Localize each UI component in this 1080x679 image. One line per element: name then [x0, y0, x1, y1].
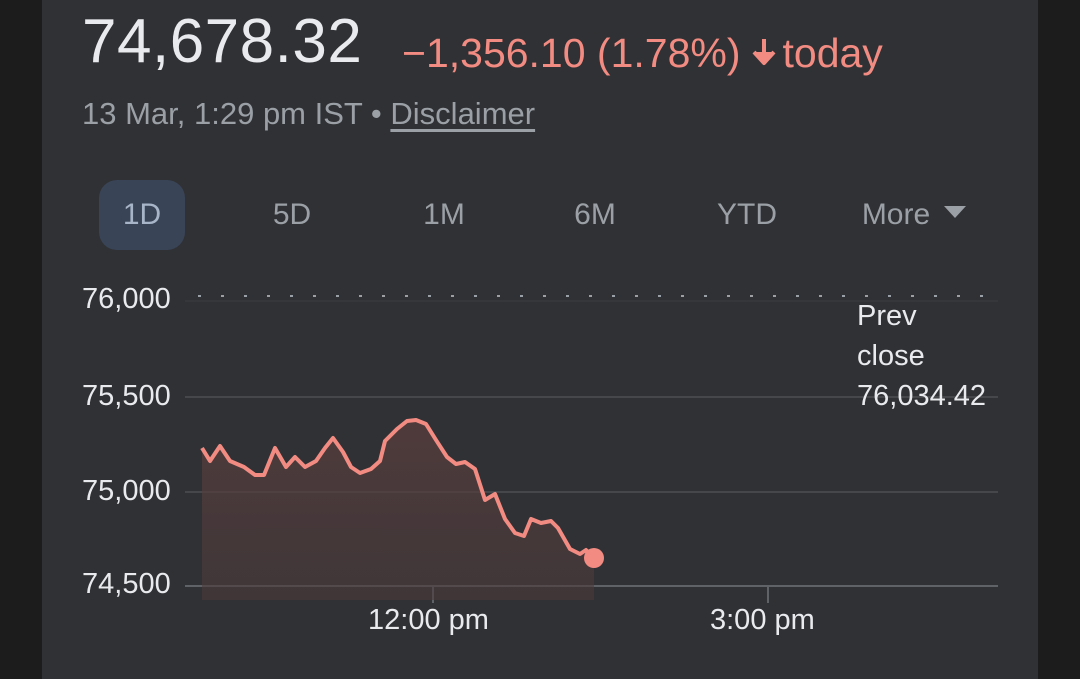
y-label-76000: 76,000: [82, 283, 171, 315]
tab-1d[interactable]: 1D: [99, 180, 185, 250]
tab-1m[interactable]: 1M: [423, 198, 465, 231]
separator: •: [370, 96, 382, 131]
arrow-down-icon: [751, 30, 777, 77]
quote-meta: 13 Mar, 1:29 pm IST • Disclaimer: [82, 96, 535, 132]
price-chart[interactable]: [42, 0, 1038, 679]
tab-more[interactable]: More: [844, 180, 984, 250]
dropdown-triangle-icon: [944, 206, 967, 219]
timestamp: 13 Mar, 1:29 pm IST: [82, 96, 363, 131]
period-label: today: [782, 30, 883, 76]
tab-6m[interactable]: 6M: [574, 198, 616, 231]
price-line: [200, 418, 596, 560]
y-label-74500: 74,500: [82, 568, 171, 600]
stock-quote-panel: 74,678.32 −1,356.10 (1.78%) today 13 Mar…: [42, 0, 1038, 679]
prev-close-line1: Prev: [857, 300, 917, 332]
tab-ytd[interactable]: YTD: [717, 198, 777, 231]
x-label-3pm: 3:00 pm: [710, 604, 815, 636]
y-label-75500: 75,500: [82, 380, 171, 412]
range-tabs: 1D 5D 1M 6M YTD More: [99, 180, 999, 250]
tab-more-label: More: [861, 198, 931, 231]
x-label-12pm: 12:00 pm: [368, 604, 489, 636]
prev-close-line2: close: [857, 340, 925, 372]
prev-close-value: 76,034.42: [857, 380, 987, 412]
current-price: 74,678.32: [82, 7, 363, 76]
current-price-dot: [584, 548, 604, 568]
y-label-75000: 75,000: [82, 475, 171, 507]
tab-5d[interactable]: 5D: [272, 198, 312, 231]
prev-close-label: Prev close 76,034.42: [857, 296, 986, 416]
change-value: −1,356.10 (1.78%): [402, 30, 741, 76]
price-change: −1,356.10 (1.78%) today: [402, 30, 883, 77]
price-area: [202, 420, 594, 600]
disclaimer-link[interactable]: Disclaimer: [390, 96, 536, 131]
